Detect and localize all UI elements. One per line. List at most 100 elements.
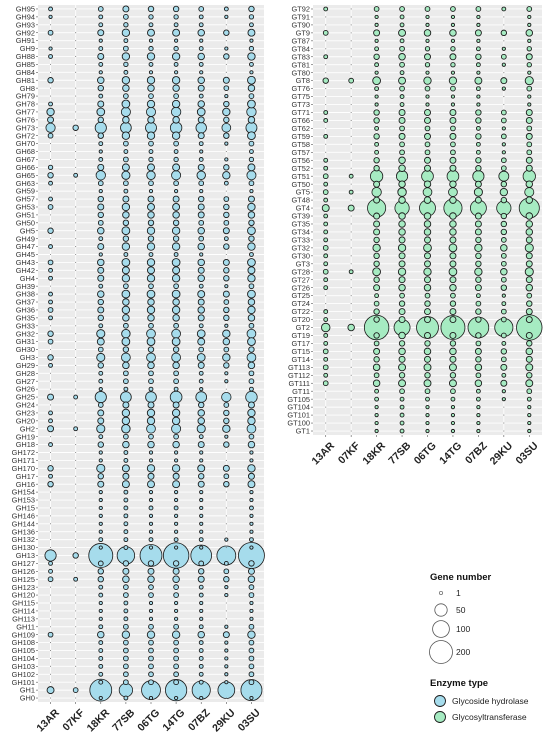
data-point — [148, 600, 154, 606]
data-point — [75, 103, 77, 105]
y-tick-label: GH104 — [12, 654, 35, 663]
data-point — [173, 505, 179, 511]
data-point — [50, 380, 52, 382]
data-point — [527, 405, 532, 410]
data-point — [399, 6, 405, 12]
data-point — [350, 382, 352, 384]
y-tick-label: GH15 — [16, 504, 35, 513]
data-point — [440, 315, 466, 340]
data-point — [475, 340, 482, 347]
data-point — [98, 521, 103, 526]
data-point — [171, 170, 182, 181]
data-point — [399, 102, 405, 107]
data-point — [98, 608, 103, 614]
data-point — [372, 379, 381, 387]
data-point — [424, 340, 431, 347]
data-point — [399, 38, 405, 44]
legend-enzyme-type: Enzyme type Glycoside hydrolase Glycosyltr… — [430, 678, 529, 723]
y-tick-label: GH26 — [16, 385, 35, 394]
data-point — [373, 165, 380, 172]
y-tick-label: GH103 — [12, 662, 35, 671]
data-point — [75, 158, 77, 160]
data-point — [526, 340, 533, 347]
data-point — [223, 417, 230, 425]
data-point — [50, 681, 52, 683]
data-point — [147, 84, 155, 92]
data-point — [474, 212, 482, 220]
data-point — [449, 212, 457, 220]
data-point — [374, 22, 379, 28]
data-point — [171, 630, 181, 639]
data-point — [449, 132, 457, 140]
data-point — [424, 372, 431, 379]
data-point — [450, 22, 456, 28]
data-point — [75, 475, 77, 477]
data-point — [75, 467, 77, 469]
data-point — [123, 655, 129, 662]
data-point — [98, 189, 103, 194]
data-point — [373, 300, 380, 307]
data-point — [247, 75, 256, 85]
data-point — [224, 157, 229, 162]
y-tick-label: GT35 — [292, 220, 310, 229]
data-point — [473, 187, 483, 197]
data-point — [321, 204, 330, 213]
data-point — [221, 122, 232, 133]
y-tick-label: GH81 — [16, 76, 35, 85]
data-point — [47, 481, 54, 488]
data-point — [50, 499, 52, 501]
data-point — [247, 28, 256, 37]
y-tick-label: GT51 — [292, 172, 310, 181]
data-point — [249, 252, 254, 257]
data-point — [448, 243, 458, 253]
data-point — [474, 363, 483, 372]
data-point — [171, 305, 181, 315]
data-point — [98, 592, 104, 598]
data-point — [224, 592, 229, 598]
data-point — [424, 331, 431, 339]
data-point — [423, 29, 432, 37]
y-tick-label: GT90 — [292, 21, 310, 30]
data-point — [50, 238, 52, 240]
x-tick-label: 07KF — [60, 706, 87, 733]
data-point — [47, 393, 55, 401]
data-point — [247, 52, 256, 61]
data-point — [373, 260, 380, 267]
x-tick-label: 07BZ — [186, 706, 213, 733]
data-point — [423, 76, 432, 85]
data-point — [474, 267, 483, 276]
data-point — [325, 40, 327, 42]
data-point — [323, 356, 329, 362]
data-point — [500, 117, 507, 124]
y-tick-label: GH109 — [12, 630, 35, 639]
data-point — [123, 671, 129, 678]
data-point — [174, 521, 179, 526]
data-point — [223, 346, 230, 353]
data-point — [172, 195, 180, 203]
y-tick-label: GH91 — [16, 36, 35, 45]
data-point — [423, 228, 432, 236]
y-tick-label: GH95 — [16, 5, 35, 14]
data-point — [48, 244, 53, 249]
data-point — [527, 38, 532, 43]
data-point — [323, 261, 329, 267]
data-point — [48, 275, 53, 281]
data-point — [248, 647, 255, 654]
data-point — [75, 610, 77, 612]
data-point — [96, 107, 106, 117]
data-point — [198, 568, 205, 575]
data-point — [75, 143, 77, 145]
data-point — [350, 287, 352, 289]
y-tick-label: GT84 — [292, 44, 310, 53]
data-point — [323, 333, 329, 338]
data-point — [224, 371, 229, 376]
data-point — [524, 187, 535, 198]
data-point — [475, 62, 481, 68]
y-tick-label: GH85 — [16, 60, 35, 69]
data-point — [198, 663, 204, 669]
data-point — [123, 252, 129, 257]
y-tick-label: GT91 — [292, 13, 310, 22]
data-point — [225, 150, 227, 153]
data-point — [75, 515, 77, 517]
data-point — [223, 306, 230, 314]
